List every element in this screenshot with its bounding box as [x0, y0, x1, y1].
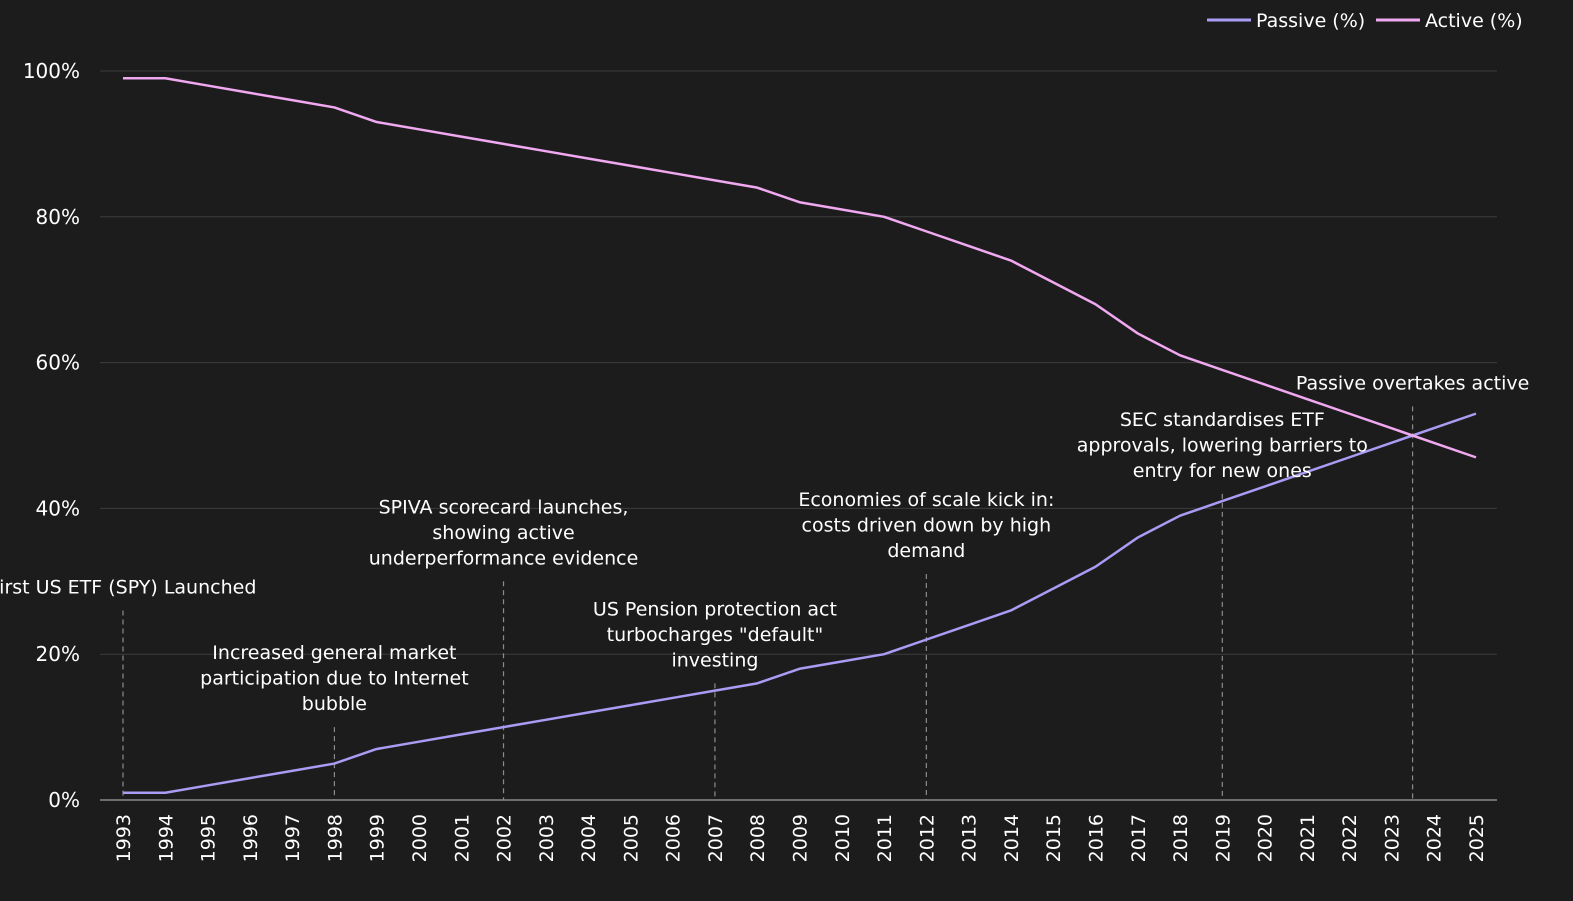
annotation-lines	[122, 406, 1414, 800]
x-tick-label: 2005	[620, 814, 642, 862]
x-axis-ticks: 1993 1994 1995 1996 1997 1998 1999 2000 2001 2002…	[113, 814, 1488, 862]
x-tick-label: 2014	[1001, 814, 1023, 862]
x-tick-label: 2006	[663, 814, 685, 862]
x-tick-label: 1994	[155, 814, 177, 862]
annotation-label: Passive overtakes active	[1296, 372, 1529, 394]
annotation-labels: First US ETF (SPY) Launched Increased gen…	[0, 372, 1529, 715]
y-tick-label: 0%	[48, 788, 80, 812]
series-line-passive	[123, 412, 1477, 794]
annotation-label: participation due to Internet	[200, 668, 469, 690]
annotation-label: underperformance evidence	[369, 547, 639, 569]
x-tick-label: 2008	[747, 814, 769, 862]
x-tick-label: 2011	[874, 814, 896, 862]
annotation-label: approvals, lowering barriers to	[1077, 434, 1368, 456]
x-tick-label: 1993	[113, 814, 135, 862]
x-tick-label: 2001	[451, 814, 473, 862]
x-tick-label: 2021	[1297, 814, 1319, 862]
x-tick-label: 2007	[705, 814, 727, 862]
y-tick-label: 20%	[36, 642, 80, 666]
x-tick-label: 2020	[1255, 814, 1277, 862]
annotation-label: showing active	[432, 522, 574, 544]
x-tick-label: 2024	[1424, 814, 1446, 862]
x-tick-label: 2017	[1128, 814, 1150, 862]
x-tick-label: 2018	[1170, 814, 1192, 862]
x-tick-label: 2025	[1466, 814, 1488, 862]
annotation-label: Increased general market	[212, 642, 456, 664]
series-lines	[123, 77, 1477, 794]
y-tick-label: 60%	[36, 351, 80, 375]
y-tick-label: 100%	[23, 59, 80, 83]
annotation-label: US Pension protection act	[593, 598, 837, 620]
legend-label-passive: Passive (%)	[1256, 10, 1365, 32]
x-tick-label: 2012	[916, 814, 938, 862]
y-axis-ticks: 0% 20% 40% 60% 80% 100%	[23, 59, 80, 812]
x-tick-label: 2009	[790, 814, 812, 862]
x-tick-label: 1996	[240, 814, 262, 862]
series-line-active	[123, 77, 1477, 459]
annotation-label: turbocharges "default"	[607, 624, 824, 646]
annotation-label: SEC standardises ETF	[1120, 409, 1325, 431]
x-tick-label: 2003	[536, 814, 558, 862]
gridlines	[100, 70, 1497, 801]
legend: Passive (%) Active (%)	[1207, 10, 1523, 32]
y-tick-label: 80%	[36, 205, 80, 229]
x-tick-label: 1999	[367, 814, 389, 862]
annotation-label: investing	[671, 649, 758, 671]
annotation-label: demand	[887, 540, 965, 562]
legend-label-active: Active (%)	[1425, 10, 1523, 32]
annotation-label: costs driven down by high	[802, 515, 1052, 537]
x-tick-label: 1995	[198, 814, 220, 862]
x-tick-label: 2022	[1339, 814, 1361, 862]
y-tick-label: 40%	[36, 496, 80, 520]
x-tick-label: 1997	[282, 814, 304, 862]
x-tick-label: 2004	[578, 814, 600, 862]
x-tick-label: 2015	[1043, 814, 1065, 862]
x-tick-label: 2016	[1085, 814, 1107, 862]
annotation-label: entry for new ones	[1133, 460, 1312, 482]
x-tick-label: 2000	[409, 814, 431, 862]
x-tick-label: 2010	[832, 814, 854, 862]
annotation-label: bubble	[302, 693, 367, 715]
x-tick-label: 2019	[1212, 814, 1234, 862]
x-tick-label: 2013	[959, 814, 981, 862]
annotation-label: SPIVA scorecard launches,	[379, 496, 629, 518]
x-tick-label: 2002	[494, 814, 516, 862]
x-tick-label: 2023	[1381, 814, 1403, 862]
x-tick-label: 1998	[324, 814, 346, 862]
annotation-label: Economies of scale kick in:	[798, 489, 1054, 511]
annotation-label: First US ETF (SPY) Launched	[0, 576, 256, 598]
